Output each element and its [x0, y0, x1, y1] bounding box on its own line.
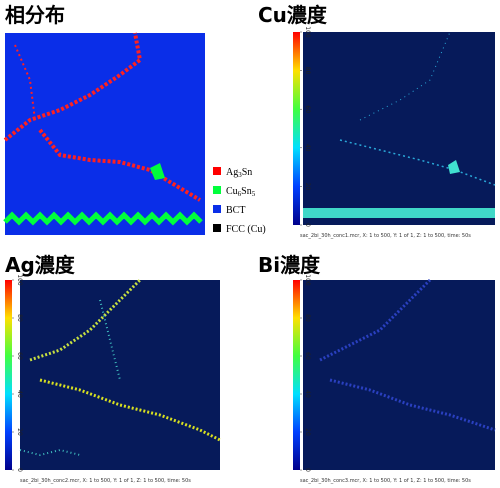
- legend-label: BCT: [226, 205, 245, 216]
- legend-text: BCT: [226, 205, 245, 216]
- colorbar-tick-label: 40: [16, 390, 23, 398]
- colorbar-tick-label: 0: [304, 223, 311, 227]
- caption: sac_2bi_30h_conc2.mcr, X: 1 to 500, Y: 1…: [20, 478, 191, 484]
- bi-map: [303, 278, 496, 470]
- colorbar-tick-label: 20: [304, 183, 311, 191]
- colorbar-tick-label: 40: [304, 390, 311, 398]
- legend-label: Cu6Sn5: [226, 186, 256, 198]
- legend-text: Ag: [226, 167, 238, 178]
- legend-text: Sn: [241, 186, 252, 197]
- legend-text: 5: [252, 190, 256, 198]
- colorbar-tick-label: 100: [304, 274, 311, 286]
- colorbar: [5, 280, 12, 470]
- caption: sac_2bi_30h_conc3.mcr, X: 1 to 500, Y: 1…: [300, 478, 471, 484]
- legend-swatch: [213, 205, 221, 213]
- legend-text: Cu: [226, 186, 238, 197]
- colorbar-tick-label: 100: [304, 26, 311, 38]
- colorbar: [293, 280, 300, 470]
- caption: sac_2bi_30h_conc1.mcr, X: 1 to 500, Y: 1…: [300, 233, 471, 239]
- legend-text: 6: [238, 190, 242, 198]
- colorbar-tick-label: 80: [304, 314, 311, 322]
- legend-swatch: [213, 224, 221, 232]
- phase-map: [3, 32, 205, 235]
- colorbar-tick-label: 60: [304, 352, 311, 360]
- cu-map: [303, 31, 496, 225]
- legend-label: FCC (Cu): [226, 224, 266, 235]
- ag-map: [19, 278, 221, 470]
- legend-text: FCC (Cu): [226, 224, 266, 235]
- colorbar-tick-label: 20: [304, 428, 311, 436]
- colorbar-tick-label: 20: [16, 428, 23, 436]
- legend-text: Sn: [242, 167, 253, 178]
- colorbar-tick-label: 60: [304, 105, 311, 113]
- colorbar-tick-label: 100: [16, 274, 23, 286]
- legend-label: Ag3Sn: [226, 167, 252, 179]
- colorbar-tick-label: 0: [16, 468, 23, 472]
- legend-text: 3: [238, 171, 242, 179]
- panel-title: Ag濃度: [5, 253, 76, 277]
- legend-swatch: [213, 186, 221, 194]
- colorbar-tick-label: 60: [16, 352, 23, 360]
- legend-swatch: [213, 167, 221, 175]
- panel-title: Bi濃度: [258, 253, 321, 277]
- colorbar: [293, 32, 300, 225]
- colorbar-tick-label: 0: [304, 468, 311, 472]
- panel-title: 相分布: [5, 3, 65, 27]
- colorbar-tick-label: 80: [16, 314, 23, 322]
- panel-title: Cu濃度: [258, 3, 328, 27]
- colorbar-tick-label: 80: [304, 67, 311, 75]
- colorbar-tick-label: 40: [304, 144, 311, 152]
